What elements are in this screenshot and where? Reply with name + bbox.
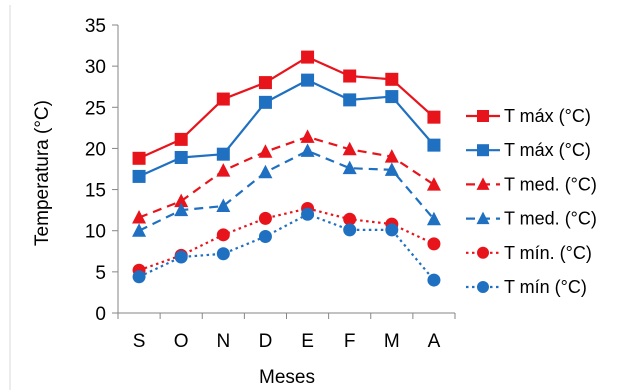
data-point <box>300 129 315 143</box>
data-point <box>174 150 188 164</box>
legend: T máx (°C) T máx (°C) T med. (°C) T med. (°… <box>466 106 597 297</box>
data-point <box>426 211 441 226</box>
data-point <box>174 250 188 264</box>
data-point <box>300 143 315 157</box>
y-tick-label: 10 <box>85 222 106 243</box>
data-point <box>132 210 147 224</box>
series-2 <box>132 73 441 183</box>
x-axis-title: Meses <box>259 367 315 388</box>
data-point <box>216 198 231 213</box>
data-point <box>343 69 357 83</box>
data-point <box>343 93 357 107</box>
legend-marker <box>477 110 489 122</box>
data-point <box>132 270 146 284</box>
legend-marker <box>476 211 490 225</box>
x-tick-label: A <box>428 331 441 352</box>
data-point <box>216 228 230 242</box>
data-point <box>342 141 357 156</box>
data-point <box>343 212 357 226</box>
series-line <box>138 213 435 281</box>
data-point <box>174 202 189 217</box>
data-point <box>427 138 441 152</box>
x-tick-label: D <box>259 331 273 352</box>
y-tick-label: 25 <box>85 98 106 119</box>
data-point <box>258 164 273 179</box>
legend-marker <box>477 246 489 259</box>
x-tick-label: F <box>344 331 356 352</box>
data-point <box>384 149 399 163</box>
legend-item-3: T med. (°C) <box>466 174 597 194</box>
legend-label: T med. (°C) <box>504 174 597 194</box>
legend-item-2: T máx (°C) <box>466 140 591 160</box>
legend-item-6: T mín (°C) <box>466 277 587 297</box>
data-point <box>132 223 147 237</box>
legend-item-5: T mín. (°C) <box>466 243 592 263</box>
data-point <box>258 229 272 243</box>
data-point <box>216 92 230 106</box>
x-tick-label: E <box>301 331 314 352</box>
legend-label: T mín. (°C) <box>504 243 592 263</box>
data-point <box>174 132 188 146</box>
data-point <box>258 95 272 109</box>
y-tick-label: 20 <box>85 139 106 160</box>
data-point <box>174 193 189 208</box>
data-point <box>301 207 315 221</box>
legend-label: T máx (°C) <box>504 106 591 126</box>
data-point <box>216 163 231 177</box>
y-tick-label: 15 <box>85 181 106 202</box>
x-tick-label: M <box>384 331 400 352</box>
legend-marker <box>477 281 489 293</box>
legend-marker <box>476 177 490 190</box>
legend-marker <box>477 144 489 157</box>
y-tick-label: 5 <box>95 263 106 284</box>
data-point <box>426 177 441 191</box>
data-point <box>385 223 399 237</box>
y-tick-label: 0 <box>95 304 106 325</box>
series-line <box>138 149 435 232</box>
data-point <box>342 160 357 175</box>
series-line <box>138 55 435 160</box>
data-point <box>343 223 357 237</box>
data-point <box>216 247 230 261</box>
y-tick-label: 35 <box>85 16 106 37</box>
series-6 <box>132 207 441 287</box>
data-point <box>132 151 146 165</box>
data-point <box>216 147 230 161</box>
data-point <box>258 211 272 225</box>
data-point <box>258 76 272 90</box>
x-tick-label: O <box>174 331 189 352</box>
data-point <box>301 73 315 87</box>
data-point <box>427 237 441 251</box>
series-layer <box>132 50 441 287</box>
y-tick-label: 30 <box>85 57 106 78</box>
series-3 <box>132 129 441 224</box>
data-point <box>385 90 399 104</box>
data-point <box>384 162 399 176</box>
series-line <box>138 135 435 219</box>
x-tick-label: N <box>216 331 230 352</box>
data-point <box>427 110 441 124</box>
series-4 <box>132 143 441 237</box>
data-point <box>427 273 441 287</box>
legend-item-4: T med. (°C) <box>466 209 597 229</box>
legend-item-1: T máx (°C) <box>466 106 591 126</box>
data-point <box>258 144 273 158</box>
data-point <box>301 50 315 64</box>
data-point <box>132 169 146 183</box>
data-point <box>385 72 399 86</box>
legend-label: T mín (°C) <box>504 277 587 297</box>
x-tick-label: S <box>133 331 146 352</box>
legend-label: T med. (°C) <box>504 209 597 229</box>
legend-label: T máx (°C) <box>504 140 591 160</box>
y-axis-title: Temperatura (°C) <box>32 100 53 246</box>
axes: 0 5 10 15 20 25 30 35 S O N D E F M A <box>85 16 456 352</box>
series-1 <box>132 50 441 165</box>
series-line <box>138 207 435 272</box>
series-line <box>138 79 435 178</box>
